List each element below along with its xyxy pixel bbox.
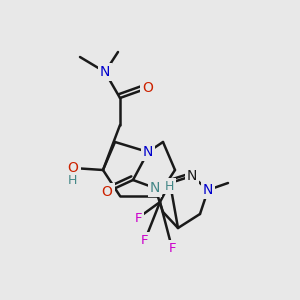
Text: O: O	[68, 161, 78, 175]
Text: H: H	[164, 179, 174, 193]
Text: H: H	[67, 173, 77, 187]
Text: F: F	[168, 242, 176, 254]
Text: O: O	[102, 185, 112, 199]
Text: O: O	[142, 81, 153, 95]
Text: N: N	[143, 145, 153, 159]
Text: methyl_stub: methyl_stub	[232, 182, 240, 184]
Text: F: F	[141, 233, 149, 247]
Text: N: N	[150, 181, 160, 195]
Text: N: N	[187, 169, 197, 183]
Text: N: N	[203, 183, 213, 197]
Text: N: N	[100, 65, 110, 79]
Text: F: F	[134, 212, 142, 224]
